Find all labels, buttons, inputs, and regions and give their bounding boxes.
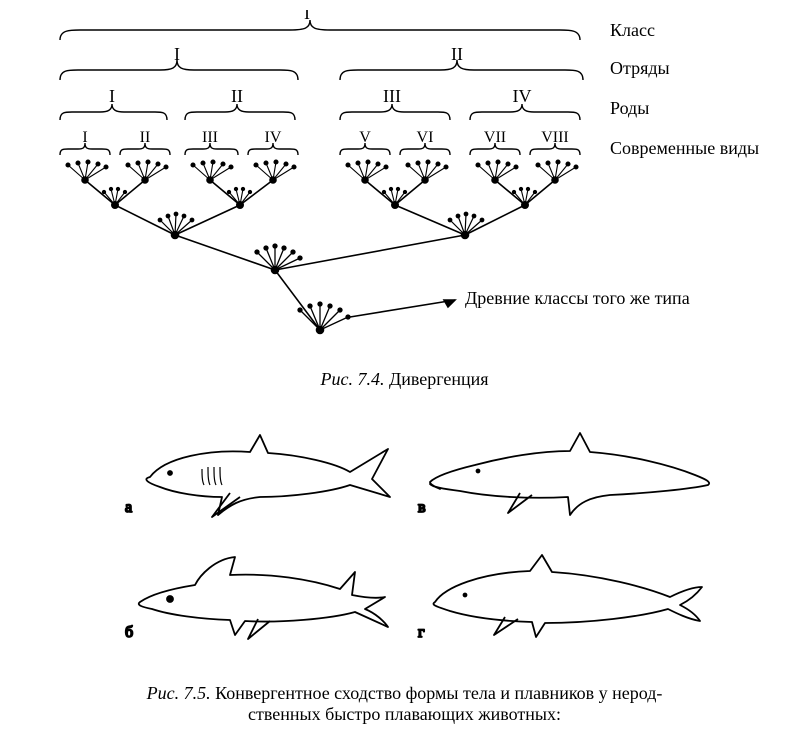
genus-label-4: IV: [513, 86, 532, 106]
label-g: г: [418, 624, 425, 641]
figure-divergence: I I II I II III IV I II III IV V VI: [10, 10, 799, 390]
species-label-3: III: [202, 129, 218, 146]
figure1-caption-prefix: Рис. 7.4.: [320, 369, 384, 389]
species-label-8: VIII: [541, 129, 569, 146]
phylogenetic-tree: Древние классы того же типа: [66, 160, 690, 334]
animal-porpoise: [433, 555, 702, 637]
label-a: а: [125, 499, 132, 516]
order-label-2: II: [451, 44, 463, 64]
figure2-caption-line1: Конвергентное сходство формы тела и плав…: [215, 683, 662, 703]
figure1-caption-text: Дивергенция: [389, 369, 489, 389]
label-v: в: [418, 499, 426, 516]
level-genera: Роды: [610, 98, 649, 118]
label-b: б: [125, 624, 133, 641]
animal-dolphin: [430, 433, 709, 515]
animal-shark: [146, 435, 390, 517]
species-label-7: VII: [484, 129, 506, 146]
figure2-caption: Рис. 7.5. Конвергентное сходство формы т…: [10, 683, 799, 725]
species-label-1: I: [82, 129, 87, 146]
convergence-svg: а б в г: [10, 412, 799, 672]
genus-label-2: II: [231, 86, 243, 106]
figure2-caption-prefix: Рис. 7.5.: [147, 683, 211, 703]
level-species: Современные виды: [610, 138, 759, 158]
species-label-6: VI: [417, 129, 434, 146]
level-class: Класс: [610, 20, 655, 40]
genus-label-1: I: [109, 86, 115, 106]
genus-label-3: III: [383, 86, 401, 106]
ancient-classes-label: Древние классы того же типа: [465, 288, 690, 308]
figure-convergence: а б в г Рис. 7.5. Конвергентное сходство…: [10, 412, 799, 725]
figure1-caption: Рис. 7.4. Дивергенция: [10, 369, 799, 390]
animal-ichthyosaur: [139, 557, 388, 639]
divergence-svg: I I II I II III IV I II III IV V VI: [10, 10, 799, 360]
figure2-caption-line2: ственных быстро плавающих животных:: [248, 704, 561, 724]
species-label-5: V: [359, 129, 371, 146]
level-orders: Отряды: [610, 58, 670, 78]
class-brace-label: I: [304, 10, 310, 23]
species-label-4: IV: [265, 129, 282, 146]
order-label-1: I: [174, 44, 180, 64]
species-label-2: II: [140, 129, 151, 146]
